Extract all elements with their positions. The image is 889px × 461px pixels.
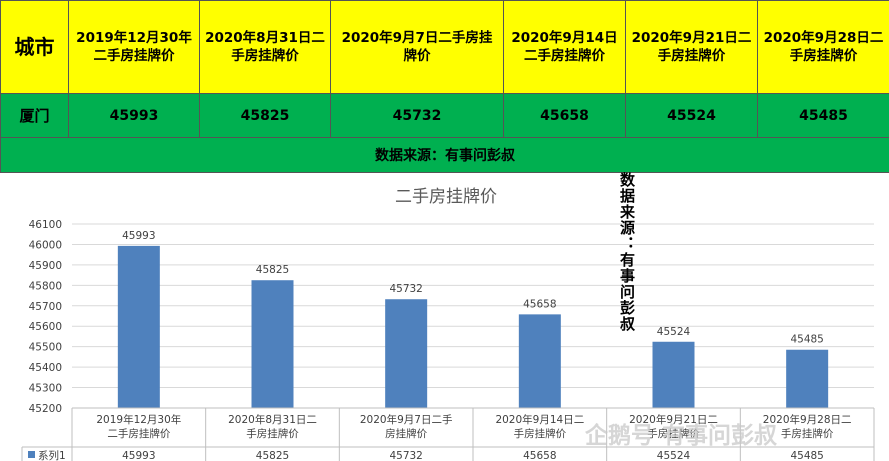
bar-chart: 二手房挂牌价 45200 45300 45400 45500 45600 45700 458… — [21, 187, 875, 461]
city-header: 城市 — [0, 0, 69, 94]
data-labels: 45993 45825 45732 45658 45524 45485 — [122, 230, 824, 346]
category-label: 2020年9月7日二手房挂牌价 — [360, 413, 453, 440]
table-value: 45732 — [389, 450, 422, 461]
bar — [385, 299, 428, 408]
y-tick-label: 45600 — [29, 321, 62, 333]
y-tick-label: 45400 — [29, 362, 62, 374]
chart-title: 二手房挂牌价 — [395, 187, 497, 207]
value-cell: 45732 — [330, 93, 504, 138]
y-tick-label: 45200 — [29, 403, 62, 415]
table-row: 厦门 45993 45825 45732 45658 45524 45485 — [0, 93, 889, 138]
bar — [117, 245, 160, 408]
column-header: 2020年8月31日二手房挂牌价 — [199, 0, 331, 94]
data-label: 45993 — [122, 230, 155, 242]
vertical-source-note: 数据来源：有事问彭叔 — [618, 172, 636, 332]
legend-swatch — [28, 451, 35, 458]
column-header: 2020年9月28日二手房挂牌价 — [757, 0, 889, 94]
table-value: 45524 — [657, 450, 691, 461]
category-label: 2020年9月28日二手房挂牌价 — [763, 413, 852, 440]
value-cell: 45993 — [68, 93, 200, 138]
bars — [117, 245, 829, 408]
data-label: 45825 — [256, 264, 289, 276]
column-header: 2020年9月7日二手房挂牌价 — [330, 0, 504, 94]
category-label: 2020年9月14日二手房挂牌价 — [495, 413, 584, 440]
table-value: 45485 — [790, 450, 823, 461]
y-tick-label: 45900 — [29, 260, 62, 272]
y-tick-label: 45500 — [29, 342, 62, 354]
price-table: 城市 2019年12月30年二手房挂牌价 2020年8月31日二手房挂牌价 20… — [0, 0, 889, 173]
value-cell: 45658 — [503, 93, 626, 138]
y-tick-label: 45300 — [29, 383, 62, 395]
column-header: 2020年9月21日二手房挂牌价 — [625, 0, 758, 94]
source-cell: 数据来源：有事问彭叔 — [0, 137, 889, 173]
data-label: 45524 — [657, 326, 691, 338]
bar — [518, 314, 561, 408]
source-row: 数据来源：有事问彭叔 — [0, 137, 889, 173]
table-header-row: 城市 2019年12月30年二手房挂牌价 2020年8月31日二手房挂牌价 20… — [0, 0, 889, 94]
data-label: 45485 — [790, 334, 823, 346]
bar — [652, 341, 695, 408]
column-header: 2020年9月14日二手房挂牌价 — [503, 0, 626, 94]
value-cell: 45524 — [625, 93, 758, 138]
y-tick-label: 45800 — [29, 280, 62, 292]
legend-entry: 系列1 — [38, 449, 66, 461]
y-axis: 45200 45300 45400 45500 45600 45700 45800 45900… — [29, 219, 62, 415]
city-cell: 厦门 — [0, 93, 69, 138]
category-label: 2020年8月31日二手房挂牌价 — [228, 413, 317, 440]
y-tick-label: 45700 — [29, 301, 62, 313]
value-cell: 45485 — [757, 93, 889, 138]
bar — [786, 349, 829, 408]
data-table: 2019年12月30年二手房挂牌价 45993 2020年8月31日二手房挂牌价 45… — [21, 407, 875, 461]
y-tick-label: 46100 — [29, 219, 62, 231]
bar — [251, 280, 294, 408]
table-value: 45658 — [523, 450, 556, 461]
value-cell: 45825 — [199, 93, 331, 138]
y-tick-label: 46000 — [29, 239, 62, 251]
column-header: 2019年12月30年二手房挂牌价 — [68, 0, 200, 94]
category-label: 2020年9月21日二手房挂牌价 — [629, 413, 718, 440]
table-value: 45993 — [122, 450, 155, 461]
data-label: 45658 — [523, 298, 556, 310]
category-label: 2019年12月30年二手房挂牌价 — [96, 413, 181, 440]
gridlines — [72, 223, 874, 409]
data-label: 45732 — [389, 283, 422, 295]
watermark: 企鹅号 有事问彭叔 — [585, 423, 778, 449]
table-value: 45825 — [256, 450, 289, 461]
